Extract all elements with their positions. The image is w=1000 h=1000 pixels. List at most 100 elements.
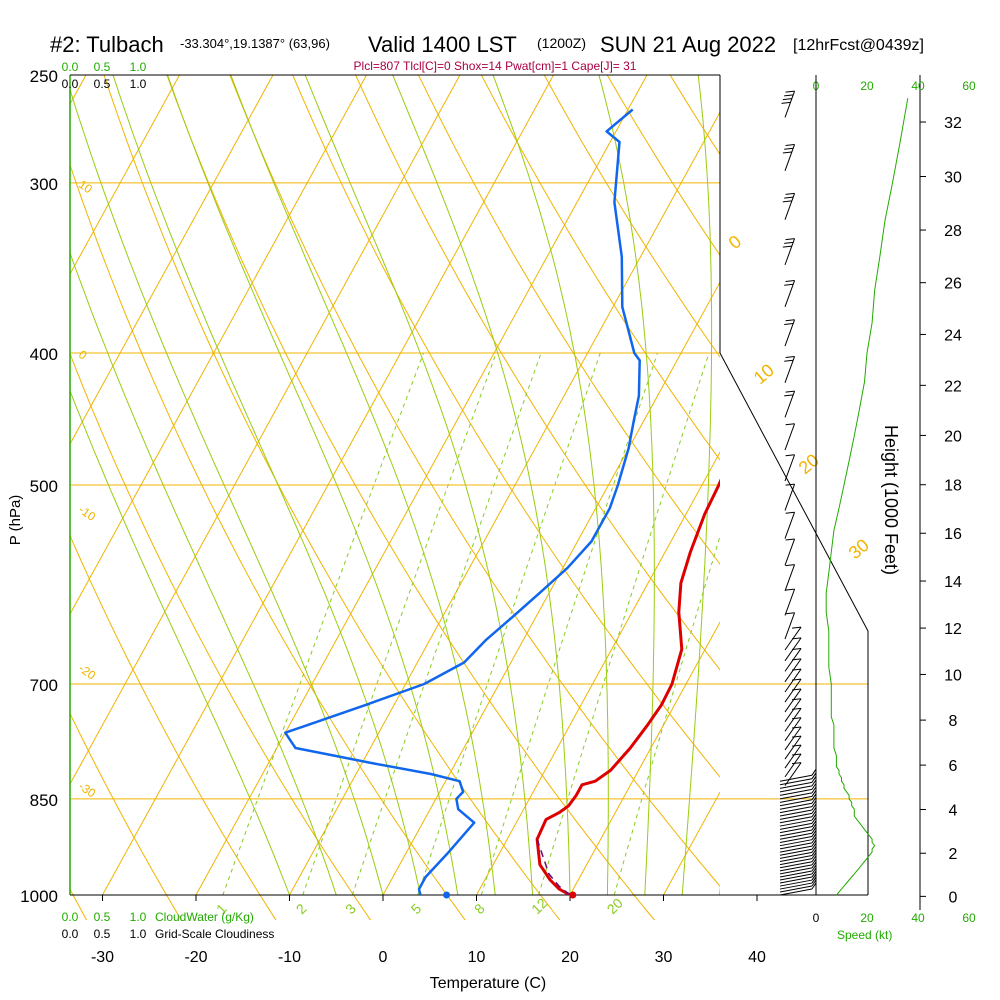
wind-barb [779,852,817,866]
frame-diagonal [719,352,869,895]
station-title: #2: Tulbach [50,32,164,57]
wind-barb [784,658,802,683]
dry-adiabat-line [842,51,1000,924]
isotherm-label: 30 [845,535,873,563]
height-tick-label: 30 [944,170,962,187]
dry-adiabat-line [70,534,277,920]
moist-adiabat-line [230,75,496,895]
dry-adiabat-line [70,163,466,920]
height-tick-label: 32 [944,115,962,132]
moist-adiabat-line [112,75,421,895]
temperature-tick-label: 20 [561,949,579,966]
wind-barb [779,867,817,881]
height-tick-label: 20 [944,428,962,445]
cloud-water-tick: 0.0 [62,910,79,924]
mixing-ratio-label: 5 [408,900,425,917]
temperature-tick-label: 30 [655,949,673,966]
moist-adiabat-line [70,389,290,895]
pressure-tick-label: 850 [30,791,58,810]
pressure-tick-label: 1000 [20,887,58,906]
wind-barb [779,826,817,840]
wind-barb [784,511,796,539]
mixing-ratio-label: 8 [471,900,488,917]
wind-barb [779,836,817,850]
wind-barb [779,786,817,800]
height-tick-label: 24 [944,327,962,344]
mixing-ratio-label: 12 [528,895,550,917]
height-tick-label: 18 [944,478,962,495]
height-tick-label: 8 [949,713,958,730]
dry-adiabat-line [292,75,720,778]
cloudiness-tick: 1.0 [130,77,147,91]
wind-barb [779,803,817,817]
moist-adiabat-line [70,251,337,895]
cloudiness-label: Grid-Scale Cloudiness [155,927,274,941]
wind-barb [784,626,802,651]
wind-barb [784,454,796,482]
height-tick-label: 22 [944,378,962,395]
isotherm-line [757,75,1000,895]
height-tick-label: 4 [949,802,958,819]
pressure-tick-label: 300 [30,175,58,194]
wind-barb [784,753,802,778]
isobars [70,74,868,896]
cloud-water-tick: 0.5 [94,60,111,74]
wind-barb [779,768,817,782]
mixing-ratio-label: 3 [342,900,359,917]
wind-barb [784,355,796,383]
temperature-tick-label: 10 [468,949,486,966]
mixing-ratio-line [480,352,658,895]
speed-tick-label: 60 [962,911,976,925]
dry-adiabat-line [355,75,720,671]
wind-barb [784,762,802,786]
mixing-ratio-label: 20 [604,895,626,917]
cloudiness-tick: 1.0 [130,927,147,941]
moist-adiabat-line [392,75,571,895]
temperature-tick-label: -20 [184,949,207,966]
height-tick-label: 12 [944,621,962,638]
isotherm-label: 10 [750,360,778,388]
dry-adiabat-label: 10 [76,177,95,196]
wind-barb [779,793,817,807]
height-tick-label: 26 [944,276,962,293]
moist-adiabat-line [492,75,609,895]
parcel-line [536,838,571,895]
wind-barb [779,817,817,830]
wind-barb [779,861,817,875]
wind-barb [779,882,817,896]
dry-adiabat-line [417,75,720,565]
wind-barb [779,830,817,843]
wind-barb [784,647,802,672]
speed-tick-label: 20 [860,911,874,925]
wind-barb [779,846,817,859]
dry-adiabat-line [70,712,182,920]
dry-adiabat-line [103,75,561,920]
dry-adiabats [70,51,1000,924]
height-tick-label: 14 [944,574,962,591]
wind-barb [779,839,817,853]
wind-barb [784,538,796,566]
wind-barb [779,879,817,893]
moist-adiabat-line [719,886,720,895]
dry-adiabat-line [166,75,656,920]
wind-barb [779,833,817,847]
temperature-tick-label: -30 [91,949,114,966]
moist-adiabat-line [70,87,384,895]
wind-barb [784,668,802,693]
temperature-tick-label: -10 [278,949,301,966]
moist-adiabat-line [167,75,459,895]
wind-barb [782,238,796,266]
height-tick-label: 28 [944,223,962,240]
wind-barb [779,864,817,878]
cloud-water-tick: 1.0 [130,910,147,924]
isotherm-label: 0 [725,231,746,253]
wind-barb [779,823,817,837]
cloudiness-tick: 0.0 [62,77,79,91]
wind-barb [779,849,817,863]
dry-adiabat-line [606,75,720,257]
height-tick-label: 0 [949,889,958,906]
mixing-ratio-line [613,534,720,895]
station-coords: -33.304°,19.1387° (63,96) [180,36,330,51]
